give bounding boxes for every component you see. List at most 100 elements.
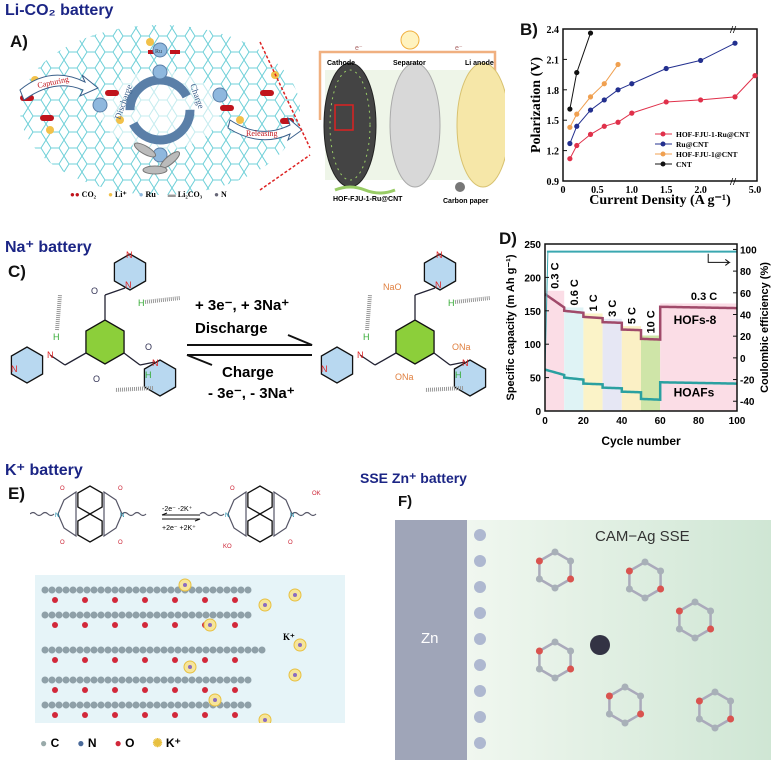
layer-atom <box>223 646 231 654</box>
layer-atom <box>209 646 217 654</box>
benzene-ring <box>85 319 125 365</box>
data-point <box>615 61 621 68</box>
oxygen-atom <box>142 657 148 663</box>
layer-atom <box>195 586 203 594</box>
layer-atom <box>132 646 140 654</box>
data-point <box>601 81 607 87</box>
layer-atom <box>223 586 231 594</box>
layer-atom <box>48 701 56 709</box>
atom-label: N <box>120 513 124 519</box>
capacity-line-hofs8 <box>544 293 738 341</box>
layer-atom <box>258 646 266 654</box>
releasing-label: Releasing <box>246 129 278 138</box>
benzene-ring <box>395 319 435 365</box>
layer-atom <box>83 586 91 594</box>
data-point <box>752 73 758 79</box>
charge-reagents: - 3e⁻, - 3Na⁺ <box>208 385 295 400</box>
atom-label: O <box>91 286 98 296</box>
data-point <box>587 30 594 36</box>
pyridine-ring <box>247 485 273 515</box>
x-axis-label: Cycle number <box>601 434 681 448</box>
layer-atom <box>83 611 91 619</box>
y-tick-label: 0 <box>535 407 541 418</box>
molecule-atom <box>621 683 629 691</box>
layer-atom <box>230 701 238 709</box>
layer-atom <box>132 701 140 709</box>
layer-atom <box>216 586 224 594</box>
sse-illustration: Zn CAM−Ag SSE <box>395 520 771 760</box>
layer-atom <box>132 586 140 594</box>
layer-atom <box>195 701 203 709</box>
zn-atom <box>474 711 486 723</box>
oxygen-atom <box>142 687 148 693</box>
panel-label-f: F) <box>398 493 413 510</box>
y2-axis-label: Coulombic efficiency (%) <box>759 262 771 393</box>
molecule-atom <box>637 710 645 718</box>
atom-label: H <box>145 370 152 380</box>
molecule-atom <box>551 584 559 592</box>
legend-k: K⁺ <box>165 736 181 750</box>
rate-capability-chart: 0 50 100 150 200 250 -40 -20 0 20 40 60 80 100 0 20 40 60… <box>505 240 771 448</box>
data-point <box>629 110 635 116</box>
molecule-atom <box>535 647 543 655</box>
k-forward-label: -2e⁻ -2K⁺ <box>162 506 193 513</box>
layer-atom <box>209 586 217 594</box>
polymer-link <box>30 511 147 517</box>
layer-atom <box>97 676 105 684</box>
x-tick-label: 100 <box>729 416 746 427</box>
y-tick-label: 0.9 <box>547 177 560 188</box>
oxygen-atom <box>112 622 118 628</box>
oxygen-atom <box>232 712 238 718</box>
atom-label: N <box>357 350 364 360</box>
oxygen-atom <box>172 657 178 663</box>
data-point <box>629 81 635 87</box>
legend-ru: Ru <box>145 190 156 199</box>
y-tick-label: 1.8 <box>547 86 560 97</box>
layer-atom <box>41 586 49 594</box>
lightbulb-icon <box>400 30 420 50</box>
layer-atom <box>111 611 119 619</box>
legend-li: Li⁺ <box>114 190 127 199</box>
molecule-atom <box>711 688 719 696</box>
layer-atom <box>244 611 252 619</box>
y-tick-label: 50 <box>530 374 542 385</box>
molecule-atom <box>707 607 715 615</box>
layer-atom <box>104 646 112 654</box>
atom-label: N <box>436 250 443 260</box>
layer-atom <box>97 611 105 619</box>
layer-atom <box>160 676 168 684</box>
layer-atom <box>181 646 189 654</box>
data-point <box>567 140 573 147</box>
atom-label: O <box>60 540 65 546</box>
layer-atom <box>181 701 189 709</box>
layer-atom <box>230 646 238 654</box>
y-tick-label: 1.2 <box>547 147 560 158</box>
zn-atom <box>474 529 486 541</box>
series-label: HOAFs <box>674 385 715 399</box>
molecule-atom <box>675 625 683 633</box>
layer-atom <box>69 676 77 684</box>
hydrogen-bond-wedge <box>365 294 372 331</box>
panel-label-d: D) <box>499 229 517 248</box>
layer-atom <box>209 611 217 619</box>
layer-atom <box>76 646 84 654</box>
hydrogen-bond-wedge <box>424 386 464 392</box>
layer-atom <box>90 586 98 594</box>
layer-atom <box>230 611 238 619</box>
layer-atom <box>174 701 182 709</box>
hydrogen-bond-wedge <box>144 296 181 304</box>
carbon-paper-label: Carbon paper <box>443 198 489 205</box>
oxygen-atom <box>82 712 88 718</box>
layer-atom <box>118 611 126 619</box>
molecule-atom <box>535 575 543 583</box>
layer-atom <box>90 611 98 619</box>
molecule-atom <box>641 594 649 602</box>
layer-atom <box>167 611 175 619</box>
oxygen-atom <box>82 597 88 603</box>
layer-atom <box>111 701 119 709</box>
oxygen-atom <box>82 687 88 693</box>
data-point <box>574 111 580 117</box>
layer-atom <box>244 646 252 654</box>
panel-label-b: B) <box>520 20 538 39</box>
layer-atom <box>69 586 77 594</box>
